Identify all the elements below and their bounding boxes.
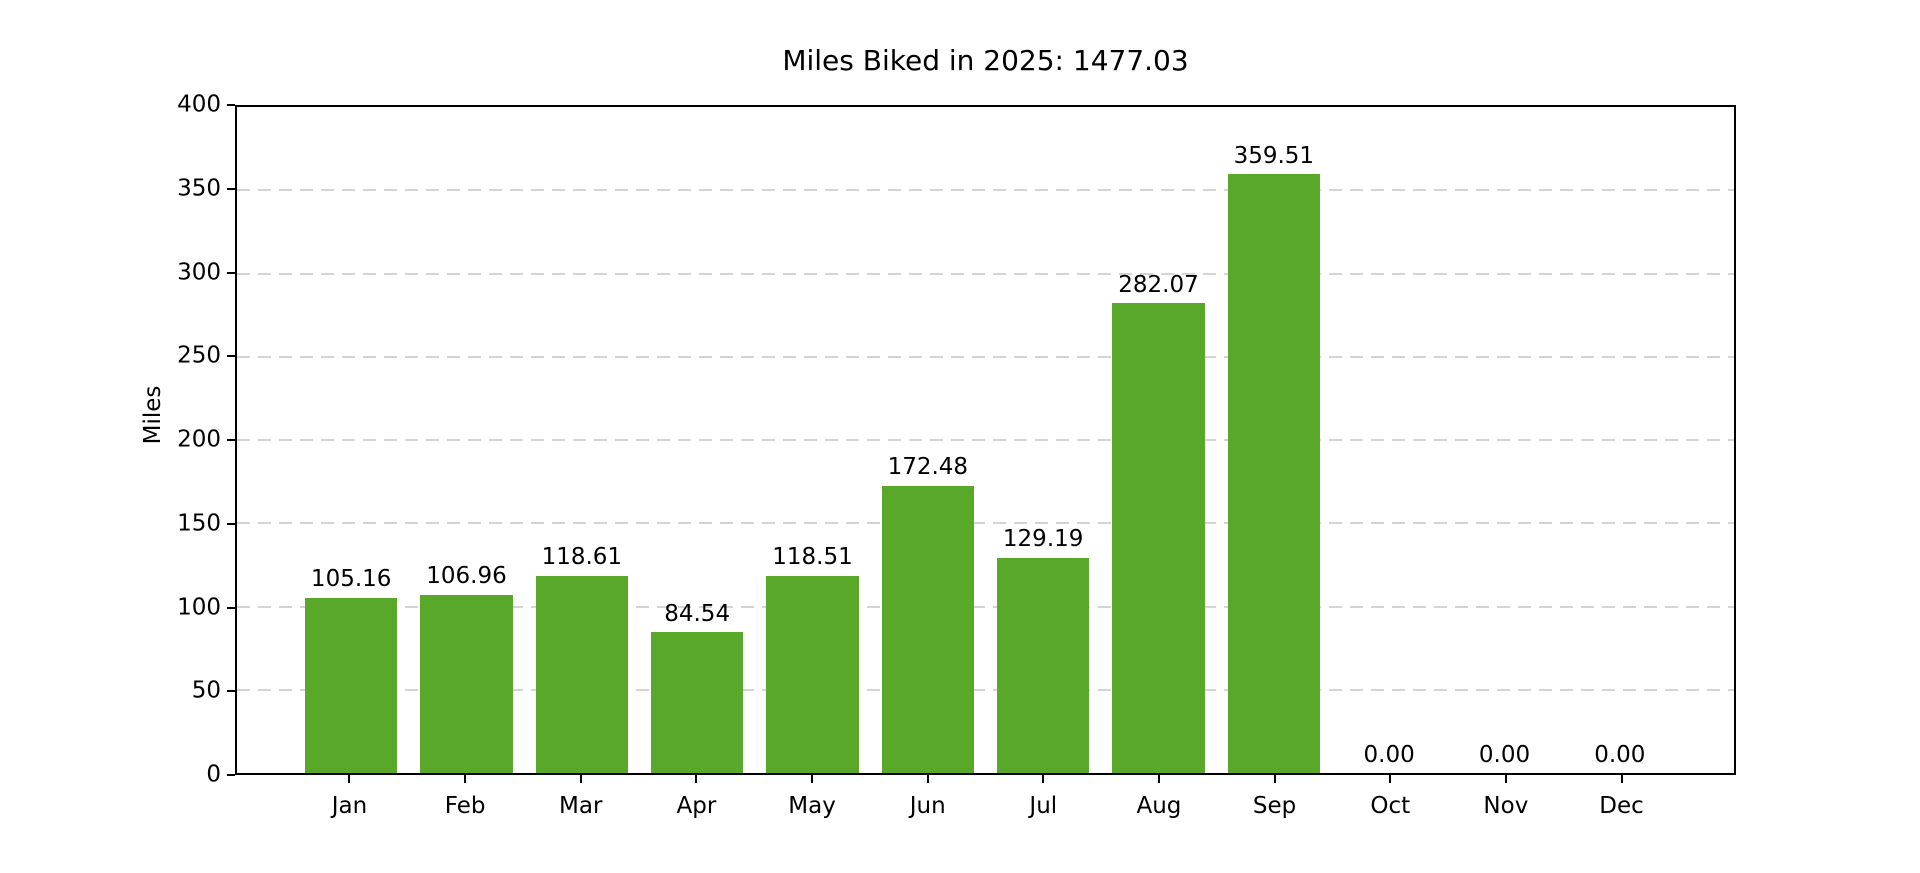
bar-sep bbox=[1227, 174, 1320, 773]
x-tick-label-nov: Nov bbox=[1483, 793, 1529, 819]
y-tick-mark-200 bbox=[227, 439, 235, 441]
bar-value-label-sep: 359.51 bbox=[1233, 142, 1315, 169]
gridline-y150 bbox=[237, 522, 1734, 525]
y-tick-mark-0 bbox=[227, 774, 235, 776]
x-tick-label-dec: Dec bbox=[1599, 793, 1644, 819]
bar-value-label-jul: 129.19 bbox=[1002, 526, 1084, 553]
x-tick-mark-sep bbox=[1273, 775, 1276, 783]
plot-area: 105.16 106.96 118.61 84.54 118.51 172.48 129.1… bbox=[235, 105, 1736, 775]
x-tick-mark-apr bbox=[695, 775, 698, 783]
y-tick-label-250: 250 bbox=[177, 342, 221, 369]
y-tick-label-200: 200 bbox=[177, 426, 221, 453]
y-tick-mark-100 bbox=[227, 606, 235, 609]
x-tick-label-oct: Oct bbox=[1370, 793, 1411, 819]
y-tick-mark-50 bbox=[227, 690, 235, 693]
x-tick-mark-aug bbox=[1157, 775, 1160, 783]
y-tick-label-50: 50 bbox=[191, 677, 221, 704]
bar-value-label-jan: 105.16 bbox=[310, 566, 392, 593]
x-tick-mark-may bbox=[811, 775, 814, 783]
x-tick-mark-jan bbox=[348, 775, 351, 783]
chart-title: Miles Biked in 2025: 1477.03 bbox=[782, 44, 1189, 77]
bar-value-label-aug: 282.07 bbox=[1118, 271, 1199, 298]
y-tick-label-350: 350 bbox=[177, 175, 221, 202]
bar-value-label-may: 118.51 bbox=[772, 544, 853, 571]
x-tick-label-may: May bbox=[788, 793, 836, 819]
y-tick-mark-350 bbox=[227, 187, 235, 190]
x-tick-label-aug: Aug bbox=[1136, 793, 1182, 819]
bar-jan bbox=[305, 597, 398, 773]
bar-value-label-feb: 106.96 bbox=[426, 563, 507, 590]
x-tick-label-jul: Jul bbox=[1029, 793, 1058, 819]
gridline-y300 bbox=[237, 272, 1734, 275]
x-tick-mark-dec bbox=[1620, 775, 1623, 783]
y-tick-label-150: 150 bbox=[177, 510, 221, 537]
x-tick-mark-feb bbox=[464, 775, 467, 783]
x-tick-label-apr: Apr bbox=[676, 793, 717, 819]
y-tick-mark-150 bbox=[227, 522, 235, 525]
bar-feb bbox=[420, 594, 513, 773]
bar-apr bbox=[651, 632, 744, 773]
x-tick-mark-jul bbox=[1042, 775, 1045, 783]
y-tick-mark-300 bbox=[227, 271, 235, 274]
x-tick-mark-mar bbox=[579, 775, 582, 783]
bar-may bbox=[766, 575, 859, 773]
x-tick-label-sep: Sep bbox=[1252, 793, 1297, 819]
gridline-y250 bbox=[237, 355, 1734, 358]
bar-mar bbox=[535, 575, 628, 773]
x-tick-mark-oct bbox=[1389, 775, 1392, 783]
bar-aug bbox=[1112, 303, 1205, 773]
bar-value-label-oct: 0.00 bbox=[1363, 741, 1415, 768]
y-tick-label-0: 0 bbox=[206, 761, 221, 788]
gridline-y200 bbox=[237, 439, 1734, 441]
bar-value-label-nov: 0.00 bbox=[1478, 741, 1531, 768]
y-tick-mark-250 bbox=[227, 355, 235, 358]
x-tick-label-jun: Jun bbox=[909, 793, 946, 819]
gridline-y100 bbox=[237, 605, 1734, 608]
y-tick-mark-400 bbox=[227, 104, 235, 106]
bar-value-label-dec: 0.00 bbox=[1594, 741, 1646, 768]
y-tick-label-100: 100 bbox=[177, 594, 221, 620]
bar-jun bbox=[881, 485, 974, 773]
bar-value-label-mar: 118.61 bbox=[541, 544, 623, 571]
y-tick-label-300: 300 bbox=[177, 259, 221, 285]
bar-value-label-jun: 172.48 bbox=[887, 454, 969, 481]
gridline-y50 bbox=[237, 688, 1734, 691]
bar-jul bbox=[997, 557, 1090, 773]
x-tick-mark-jun bbox=[926, 775, 929, 783]
x-tick-label-feb: Feb bbox=[444, 793, 486, 819]
y-tick-label-400: 400 bbox=[177, 91, 221, 118]
gridline-y350 bbox=[237, 189, 1734, 192]
x-tick-label-jan: Jan bbox=[331, 793, 368, 819]
x-tick-label-mar: Mar bbox=[559, 793, 603, 819]
bar-value-label-apr: 84.54 bbox=[664, 600, 731, 627]
x-tick-mark-nov bbox=[1504, 775, 1507, 783]
